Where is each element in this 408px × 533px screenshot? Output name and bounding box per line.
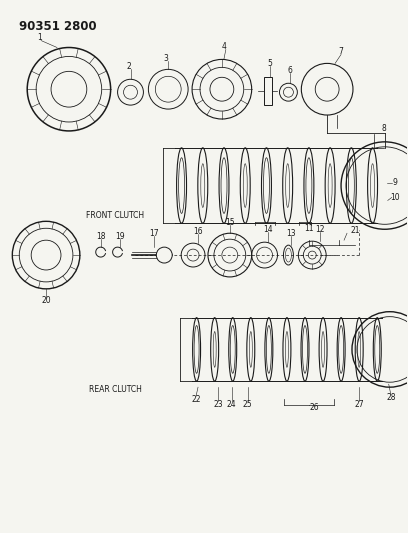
Text: 17: 17 <box>149 229 159 238</box>
Text: REAR CLUTCH: REAR CLUTCH <box>89 385 142 394</box>
Text: 6: 6 <box>288 66 293 75</box>
Text: 14: 14 <box>263 225 273 234</box>
Text: 25: 25 <box>243 400 253 409</box>
Text: 5: 5 <box>267 59 272 68</box>
Bar <box>264 77 272 105</box>
Text: 19: 19 <box>115 232 124 241</box>
Text: FRONT CLUTCH: FRONT CLUTCH <box>86 211 144 220</box>
Text: 90351 2800: 90351 2800 <box>19 20 97 33</box>
Text: 21: 21 <box>350 226 360 235</box>
Text: 16: 16 <box>193 227 203 236</box>
Text: 12: 12 <box>315 225 325 234</box>
Text: 23: 23 <box>213 400 223 409</box>
Text: 13: 13 <box>286 229 296 238</box>
Text: 28: 28 <box>387 393 397 401</box>
Text: 1: 1 <box>37 33 42 42</box>
Text: 24: 24 <box>227 400 237 409</box>
Text: 3: 3 <box>164 54 169 63</box>
Text: 2: 2 <box>126 62 131 71</box>
Text: 10: 10 <box>390 193 399 202</box>
Circle shape <box>156 247 172 263</box>
Text: 22: 22 <box>191 394 201 403</box>
Text: 8: 8 <box>381 124 386 133</box>
Text: 11: 11 <box>304 224 314 233</box>
Text: 26: 26 <box>309 402 319 411</box>
Text: 15: 15 <box>225 218 235 227</box>
Text: 7: 7 <box>339 47 344 56</box>
Text: 9: 9 <box>392 178 397 187</box>
Text: 20: 20 <box>41 296 51 305</box>
Text: 27: 27 <box>354 400 364 409</box>
Text: 18: 18 <box>96 232 105 241</box>
Text: 4: 4 <box>222 42 226 51</box>
